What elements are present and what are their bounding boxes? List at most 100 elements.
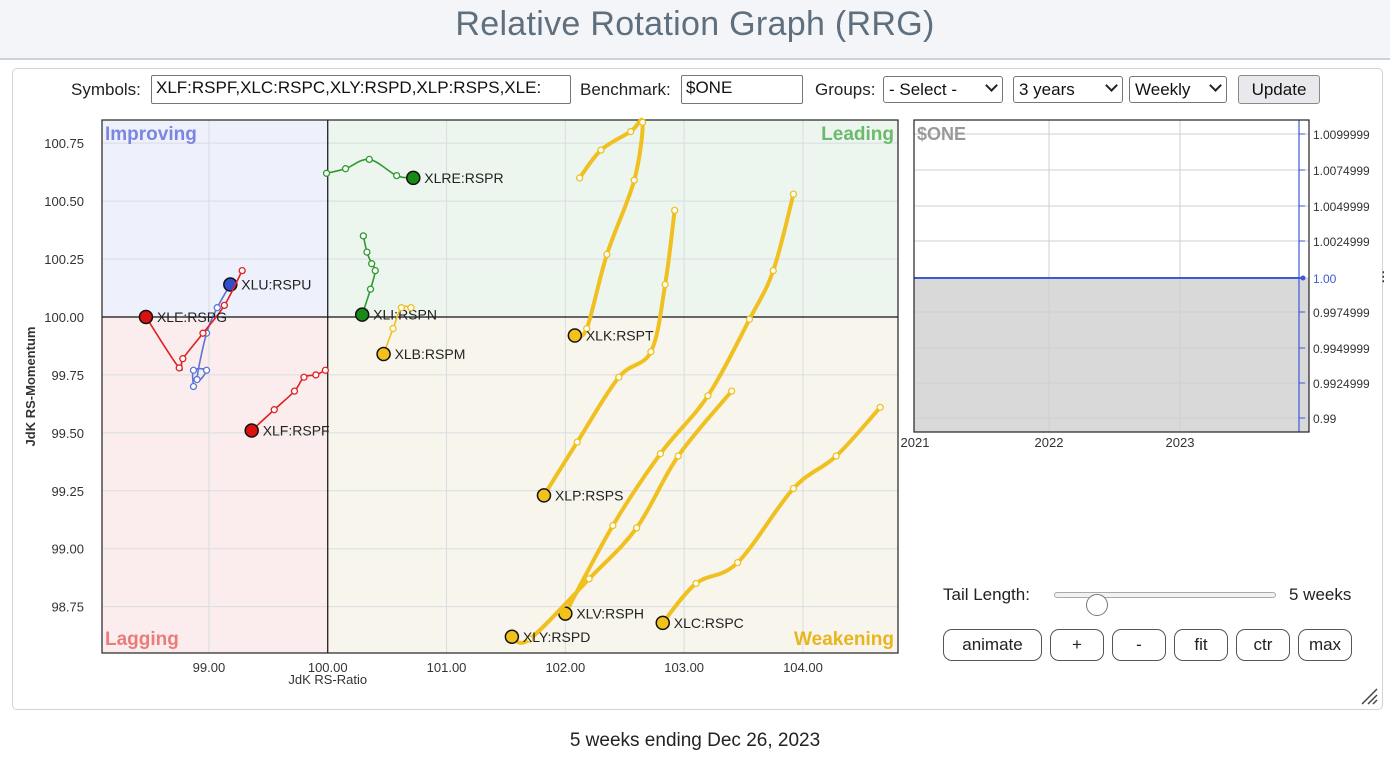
tail-point <box>789 484 798 493</box>
tail-point <box>365 155 373 164</box>
series-xly-rspd: XLY:RSPD <box>504 387 736 645</box>
tail-point <box>656 450 665 458</box>
tail-point <box>341 165 350 173</box>
benchmark-x-tick-label: 2021 <box>901 435 930 450</box>
interval-select-value: Weekly <box>1135 80 1191 99</box>
groups-select-value: - Select - <box>889 80 958 99</box>
zoom-in-button[interactable]: + <box>1050 629 1104 661</box>
tail-point <box>389 324 397 333</box>
rrg-canvas[interactable]: 99.00 100.00 101.00 102.00 103.00 104.00 100.7… <box>13 69 1384 711</box>
tail-point <box>789 190 798 198</box>
page-title: Relative Rotation Graph (RRG) <box>455 5 935 43</box>
tail-line <box>572 117 645 339</box>
benchmark-y-tick-label: 1.0099999 <box>1313 128 1370 142</box>
head-point <box>376 346 391 362</box>
groups-select[interactable]: - Select - <box>883 76 1003 103</box>
tail-point <box>407 304 415 312</box>
tail-length-slider-handle[interactable] <box>1086 594 1109 616</box>
tail-length-label: Tail Length: <box>943 585 1030 604</box>
benchmark-label: $ONE <box>917 124 966 144</box>
series-label: XLI:RSPN <box>373 307 437 323</box>
tail-point <box>175 364 183 372</box>
series-label: XLV:RSPH <box>576 606 644 622</box>
series-xlp-rsps: XLP:RSPS <box>536 206 679 503</box>
benchmark-input[interactable]: $ONE <box>681 75 803 104</box>
series-label: XLY:RSPD <box>523 629 590 645</box>
zoom-out-button[interactable]: - <box>1112 629 1166 661</box>
more-options-icon[interactable]: ⋮ <box>1377 269 1384 284</box>
tail-point <box>270 406 278 414</box>
animate-button[interactable]: animate <box>943 629 1042 661</box>
tail-point <box>647 348 655 356</box>
y-tick-label: 100.00 <box>44 310 84 325</box>
tail-point <box>366 285 375 293</box>
benchmark-border <box>913 119 1310 433</box>
quadrant-weakening <box>327 316 899 653</box>
quadrant-label-improving: Improving <box>105 124 197 145</box>
tail-point <box>300 373 308 381</box>
period-select[interactable]: 3 years <box>1013 76 1123 103</box>
resize-handle-icon[interactable] <box>1358 685 1378 705</box>
head-point <box>354 307 370 322</box>
benchmark-y-tick-label: 0.9974999 <box>1313 306 1370 320</box>
head-point <box>655 615 671 631</box>
quadrant-label-lagging: Lagging <box>105 629 179 650</box>
quadrant-label-leading: Leading <box>821 124 894 145</box>
quadrant-lagging <box>102 316 328 653</box>
center-button[interactable]: ctr <box>1236 629 1290 661</box>
benchmark-x-tick-label: 2023 <box>1166 435 1195 450</box>
y-tick-label: 99.25 <box>51 484 84 499</box>
series-label: XLC:RSPC <box>674 615 744 631</box>
y-tick-label: 98.75 <box>51 600 84 615</box>
tail-point <box>597 146 605 154</box>
series-label: XLU:RSPU <box>241 277 311 293</box>
tail-point <box>733 558 742 567</box>
head-point <box>406 170 421 186</box>
period-select-value: 3 years <box>1019 80 1075 99</box>
benchmark-y-tick-label: 1.0024999 <box>1313 235 1370 249</box>
tail-point <box>193 375 201 384</box>
series-xlk-rspt: XLK:RSPT <box>567 117 654 344</box>
tail-point <box>392 171 401 180</box>
benchmark-y-tick-label: 1.0049999 <box>1313 200 1370 214</box>
series-label: XLB:RSPM <box>395 346 466 362</box>
tail-point <box>627 127 635 136</box>
tail-point <box>575 174 584 182</box>
tail-point <box>189 382 198 391</box>
series-label: XLK:RSPT <box>586 328 654 344</box>
tail-point <box>832 452 840 460</box>
tail-point <box>609 521 617 530</box>
series-xlv-rsph: XLV:RSPH <box>558 190 798 622</box>
symbols-input[interactable]: XLF:RSPF,XLC:RSPC,XLY:RSPD,XLP:RSPS,XLE: <box>151 75 571 104</box>
interval-select[interactable]: Weekly <box>1129 76 1227 103</box>
series-xlre-rspr: XLRE:RSPR <box>322 155 504 186</box>
series-label: XLE:RSPG <box>157 309 227 325</box>
tail-point <box>638 118 647 126</box>
tail-point <box>321 366 330 374</box>
max-button[interactable]: max <box>1298 629 1352 661</box>
series-xlb-rspm: XLB:RSPM <box>376 304 466 362</box>
quadrant-label-weakening: Weakening <box>794 629 894 650</box>
tail-point <box>692 579 700 588</box>
tail-point <box>290 387 299 395</box>
tail-length-slider[interactable] <box>1054 592 1276 616</box>
tail-point <box>189 366 198 374</box>
head-point <box>567 328 583 343</box>
update-button[interactable]: Update <box>1238 75 1320 104</box>
tail-length-control: Tail Length: 5 weeks <box>943 583 1373 616</box>
y-tick-label: 99.50 <box>51 426 84 441</box>
y-tick-label: 99.75 <box>51 368 84 383</box>
benchmark-y-tick-label: 1.0074999 <box>1313 164 1370 178</box>
plot-border <box>101 119 899 654</box>
head-point <box>536 488 552 503</box>
tail-point <box>670 206 679 215</box>
tail-point <box>632 524 641 532</box>
x-tick-label: 99.00 <box>193 660 226 675</box>
series-xlc-rspc: XLC:RSPC <box>655 403 884 631</box>
benchmark-y-tick-label: 0.99 <box>1313 412 1337 426</box>
benchmark-y-tick-label: 1.00 <box>1313 272 1337 286</box>
tail-point <box>213 304 221 312</box>
head-point <box>244 423 259 438</box>
series-xlf-rspf: XLF:RSPF <box>244 366 330 439</box>
fit-button[interactable]: fit <box>1174 629 1228 661</box>
